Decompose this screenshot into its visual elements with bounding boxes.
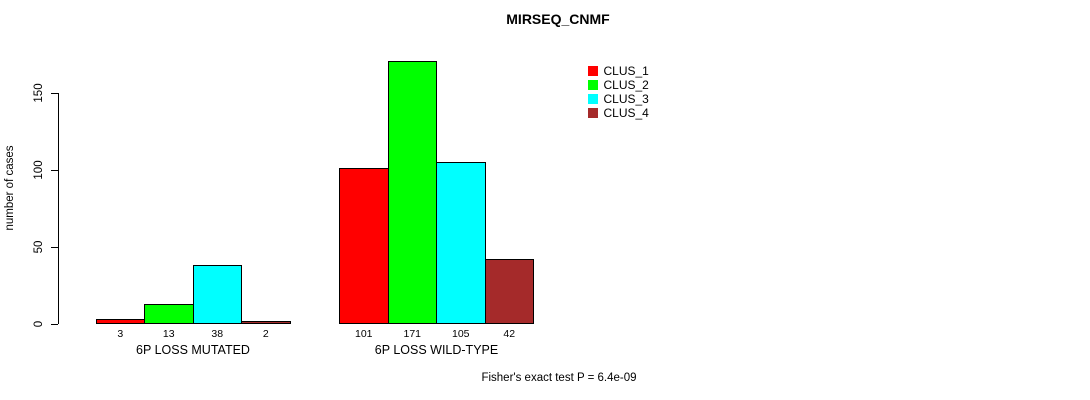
legend-item-clus_3: CLUS_3 [588, 92, 649, 106]
annotation-fisher-test: Fisher's exact test P = 6.4e-09 [481, 372, 637, 384]
y-tick-label: 100 [33, 160, 45, 180]
legend-swatch-icon [588, 66, 598, 76]
y-tick [50, 92, 58, 94]
bar-clus_3-group1 [192, 265, 242, 324]
legend-item-clus_1: CLUS_1 [588, 64, 649, 78]
bar-clus_3-group2 [436, 162, 486, 324]
x-category-label: 6P LOSS MUTATED [136, 343, 250, 357]
legend-label: CLUS_3 [603, 92, 649, 106]
chart-title: MIRSEQ_CNMF [506, 11, 610, 27]
legend-label: CLUS_1 [603, 64, 649, 78]
bar-clus_1-group1 [95, 319, 145, 324]
legend-item-clus_2: CLUS_2 [588, 78, 649, 92]
bar-clus_2-group1 [144, 303, 194, 324]
bar-clus_4-group1 [241, 320, 291, 324]
y-axis-title: number of cases [4, 145, 16, 231]
y-tick-label: 50 [33, 240, 45, 254]
y-tick-label: 0 [33, 320, 45, 328]
bar-clus_1-group2 [339, 168, 389, 324]
legend-item-clus_4: CLUS_4 [588, 106, 649, 120]
y-tick-label: 150 [33, 83, 45, 103]
bar-clus_2-group2 [387, 60, 437, 324]
bar-clus_4-group2 [484, 259, 534, 324]
bar-value-label: 101 [354, 328, 373, 340]
legend-swatch-icon [588, 108, 598, 118]
y-axis-line [57, 93, 59, 324]
y-tick [50, 246, 58, 248]
x-category-label: 6P LOSS WILD-TYPE [374, 343, 499, 357]
legend-label: CLUS_4 [603, 106, 649, 120]
bar-value-label: 2 [262, 328, 269, 340]
bar-value-label: 3 [117, 328, 124, 340]
legend-swatch-icon [588, 94, 598, 104]
legend-swatch-icon [588, 80, 598, 90]
bar-value-label: 171 [403, 328, 422, 340]
bar-value-label: 105 [451, 328, 470, 340]
legend: CLUS_1 CLUS_2 CLUS_3 CLUS_4 [588, 64, 649, 120]
bar-value-label: 38 [211, 328, 224, 340]
y-tick [50, 169, 58, 171]
bar-value-label: 13 [162, 328, 175, 340]
bar-value-label: 42 [503, 328, 516, 340]
y-tick [50, 323, 58, 325]
legend-label: CLUS_2 [603, 78, 649, 92]
